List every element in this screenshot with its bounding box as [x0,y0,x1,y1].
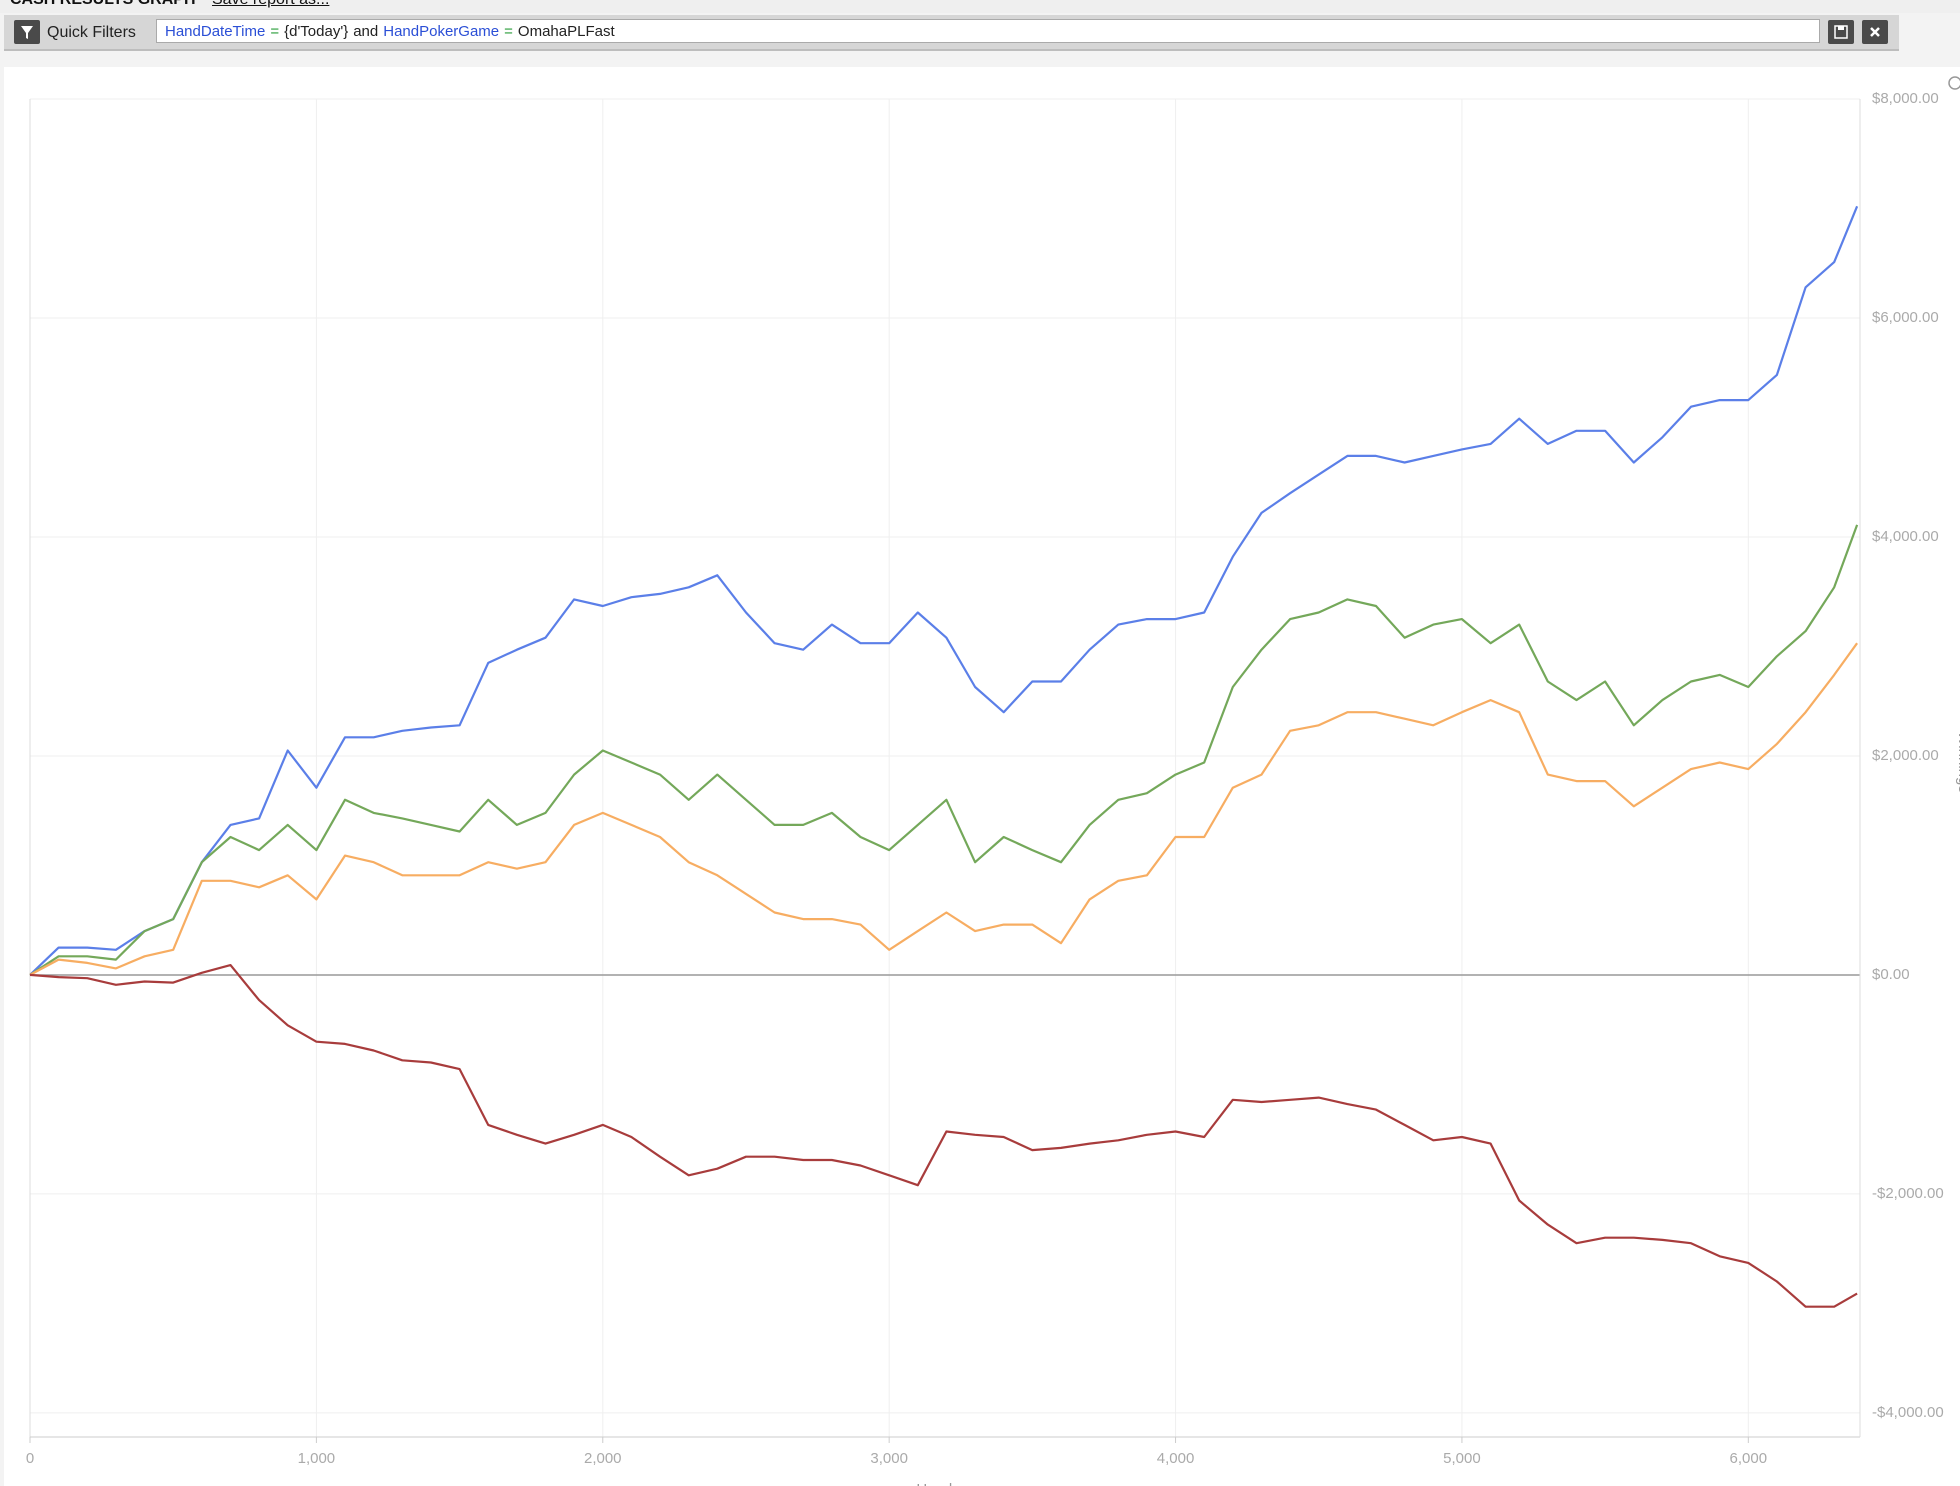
x-axis-label: Hands [916,1481,959,1486]
title-bar: CASH RESULTS GRAPH Save report as... [0,0,1960,13]
filter-token: {d'Today'} [284,23,349,40]
filter-token: OmahaPLFast [517,23,615,40]
filter-token: = [270,23,280,40]
y-tick-label: $6,000.00 [1872,309,1939,326]
series-line [29,205,1859,976]
funnel-glyph [21,26,33,39]
x-tick-label: 2,000 [584,1450,622,1467]
x-tick-label: 5,000 [1443,1450,1481,1467]
save-filter-button[interactable] [1828,20,1854,44]
quick-filters-label[interactable]: Quick Filters [47,24,136,41]
y-axis-label: Winnings [1955,731,1960,793]
close-glyph [1870,27,1880,37]
y-tick-label: $2,000.00 [1872,747,1939,764]
report-title: CASH RESULTS GRAPH [10,0,196,9]
x-tick-label: 3,000 [870,1450,908,1467]
filter-token: = [504,23,513,40]
y-tick-label: $4,000.00 [1872,528,1939,545]
x-tick-label: 0 [26,1450,34,1467]
y-tick-label: -$4,000.00 [1872,1404,1944,1421]
filter-token: and [353,23,379,40]
series-line [29,524,1859,976]
filter-bar: Quick Filters HandDateTime = {d'Today'} and… [4,15,1899,51]
series-line [29,963,1858,1308]
x-tick-label: 1,000 [298,1450,336,1467]
filter-input[interactable]: HandDateTime = {d'Today'} and HandPokerGame =… [156,19,1820,43]
chart-panel [4,67,1960,1486]
filter-token: HandPokerGame [383,23,500,40]
x-tick-label: 4,000 [1157,1450,1195,1467]
save-glyph [1834,25,1848,39]
save-report-link[interactable]: Save report as... [212,0,329,9]
y-tick-label: $8,000.00 [1872,90,1939,107]
filter-icon[interactable] [14,20,40,44]
x-tick-label: 6,000 [1730,1450,1768,1467]
y-tick-label: -$2,000.00 [1872,1185,1944,1202]
zoom-icon[interactable] [1948,76,1960,90]
y-tick-label: $0.00 [1872,966,1910,983]
series-line [29,642,1858,976]
filter-token: HandDateTime [165,23,266,40]
clear-filter-button[interactable] [1862,20,1888,44]
